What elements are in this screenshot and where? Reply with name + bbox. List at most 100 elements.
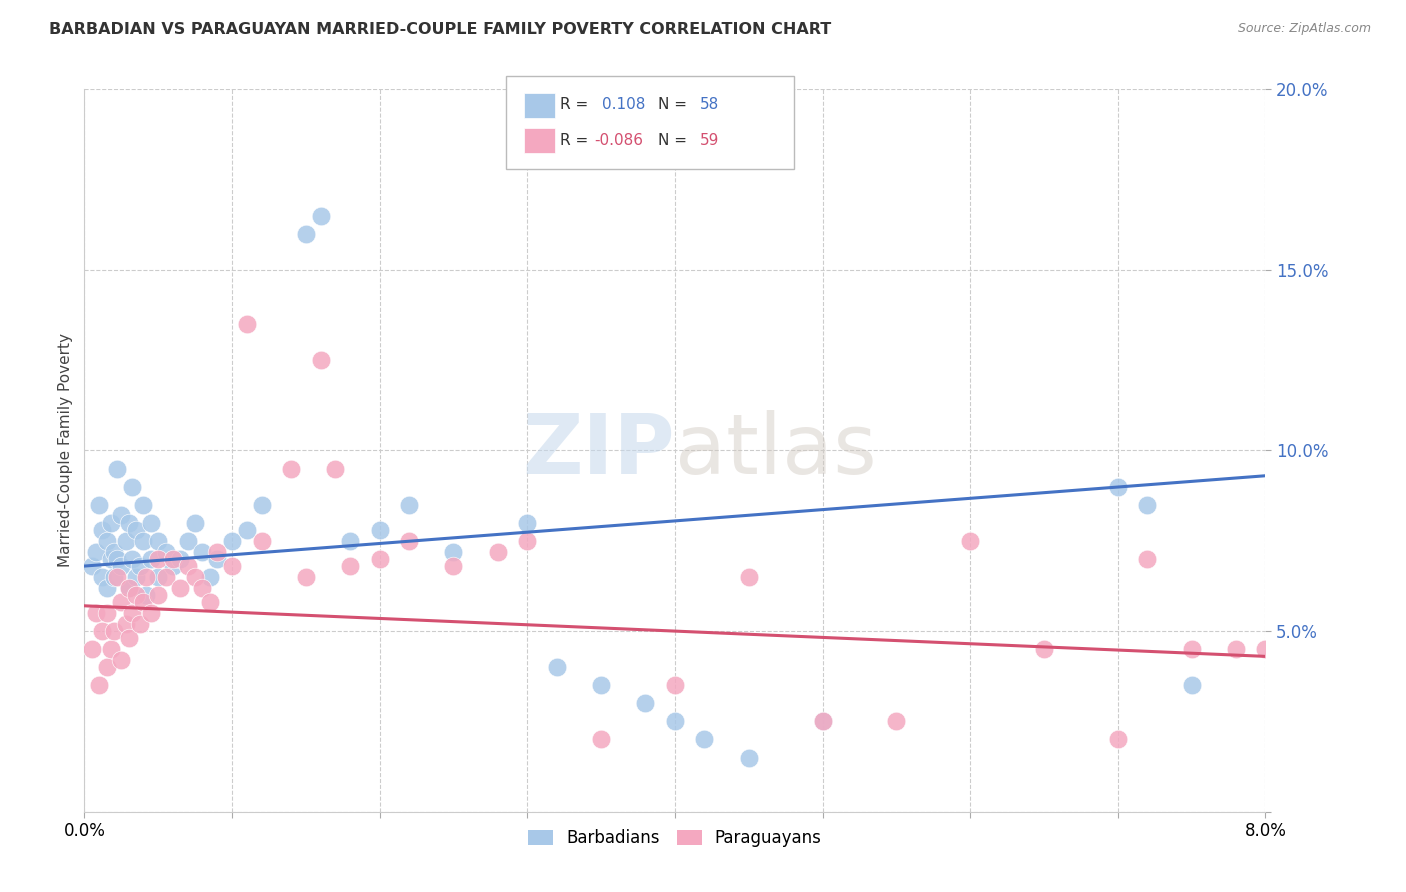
Point [184, 516, 207, 530]
Point [546, 660, 568, 674]
Point [96, 606, 118, 620]
Point [486, 544, 509, 558]
Point [339, 559, 361, 574]
Point [236, 317, 259, 331]
Point [250, 498, 273, 512]
Point [634, 696, 657, 710]
Text: Source: ZipAtlas.com: Source: ZipAtlas.com [1237, 22, 1371, 36]
Point [959, 533, 981, 548]
Point [105, 570, 128, 584]
Point [398, 533, 420, 548]
Point [221, 533, 243, 548]
Point [155, 544, 177, 558]
Text: ZIP: ZIP [523, 410, 675, 491]
Point [198, 570, 221, 584]
Point [84, 544, 107, 558]
Point [664, 714, 686, 729]
Point [1136, 551, 1159, 566]
Point [100, 642, 122, 657]
Point [148, 588, 170, 602]
Text: -0.086: -0.086 [595, 133, 644, 147]
Point [139, 606, 162, 620]
Point [250, 533, 273, 548]
Point [84, 606, 107, 620]
Point [125, 523, 148, 537]
Point [121, 480, 143, 494]
Point [398, 498, 420, 512]
Point [1313, 533, 1336, 548]
Point [121, 551, 143, 566]
Point [1107, 732, 1129, 747]
Point [139, 551, 162, 566]
Point [811, 714, 834, 729]
Point [103, 570, 125, 584]
Point [664, 678, 686, 692]
Point [155, 570, 177, 584]
Point [114, 616, 136, 631]
Point [693, 732, 716, 747]
Point [177, 559, 200, 574]
Point [169, 551, 191, 566]
Point [135, 570, 157, 584]
Point [1254, 642, 1277, 657]
Legend: Barbadians, Paraguayans: Barbadians, Paraguayans [522, 822, 828, 854]
Point [207, 544, 229, 558]
Point [129, 559, 152, 574]
Point [121, 606, 143, 620]
Point [1107, 480, 1129, 494]
Text: N =: N = [658, 133, 688, 147]
Point [105, 551, 128, 566]
Point [148, 570, 170, 584]
Point [118, 632, 141, 646]
Point [132, 533, 155, 548]
Point [148, 551, 170, 566]
Point [100, 516, 122, 530]
Text: R =: R = [560, 133, 588, 147]
Text: atlas: atlas [675, 410, 876, 491]
Point [118, 581, 141, 595]
Point [591, 732, 613, 747]
Point [184, 570, 207, 584]
Point [191, 581, 214, 595]
Text: BARBADIAN VS PARAGUAYAN MARRIED-COUPLE FAMILY POVERTY CORRELATION CHART: BARBADIAN VS PARAGUAYAN MARRIED-COUPLE F… [49, 22, 831, 37]
Point [80, 559, 103, 574]
Point [516, 533, 538, 548]
Point [103, 624, 125, 639]
Point [96, 533, 118, 548]
Point [339, 533, 361, 548]
Point [125, 570, 148, 584]
Point [591, 678, 613, 692]
Point [162, 551, 184, 566]
Point [132, 595, 155, 609]
Point [236, 523, 259, 537]
Point [91, 523, 114, 537]
Point [110, 595, 132, 609]
Point [443, 544, 465, 558]
Point [295, 227, 318, 241]
Point [91, 624, 114, 639]
Point [516, 516, 538, 530]
Point [100, 551, 122, 566]
Point [80, 642, 103, 657]
Point [96, 581, 118, 595]
Point [105, 461, 128, 475]
Point [295, 570, 318, 584]
Point [91, 570, 114, 584]
Point [103, 544, 125, 558]
Point [110, 559, 132, 574]
Point [1181, 642, 1204, 657]
Text: R =: R = [560, 97, 588, 112]
Point [886, 714, 908, 729]
Point [118, 516, 141, 530]
Point [87, 678, 111, 692]
Point [1225, 642, 1247, 657]
Point [1136, 498, 1159, 512]
Point [148, 533, 170, 548]
Point [323, 461, 347, 475]
Point [191, 544, 214, 558]
Point [309, 353, 332, 368]
Point [368, 551, 391, 566]
Text: N =: N = [658, 97, 688, 112]
Point [87, 498, 111, 512]
Point [162, 559, 184, 574]
